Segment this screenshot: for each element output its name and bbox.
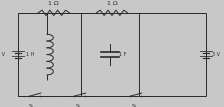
Text: 1 Ω: 1 Ω xyxy=(48,1,59,6)
Text: S₁: S₁ xyxy=(29,104,34,107)
Text: 11 V: 11 V xyxy=(0,52,6,57)
Text: 3 V: 3 V xyxy=(212,52,220,57)
Text: 1 F: 1 F xyxy=(119,52,126,57)
Text: S₃: S₃ xyxy=(132,104,137,107)
Text: S₂: S₂ xyxy=(76,104,81,107)
Text: 1 H: 1 H xyxy=(26,52,35,57)
Text: 1 Ω: 1 Ω xyxy=(107,1,117,6)
